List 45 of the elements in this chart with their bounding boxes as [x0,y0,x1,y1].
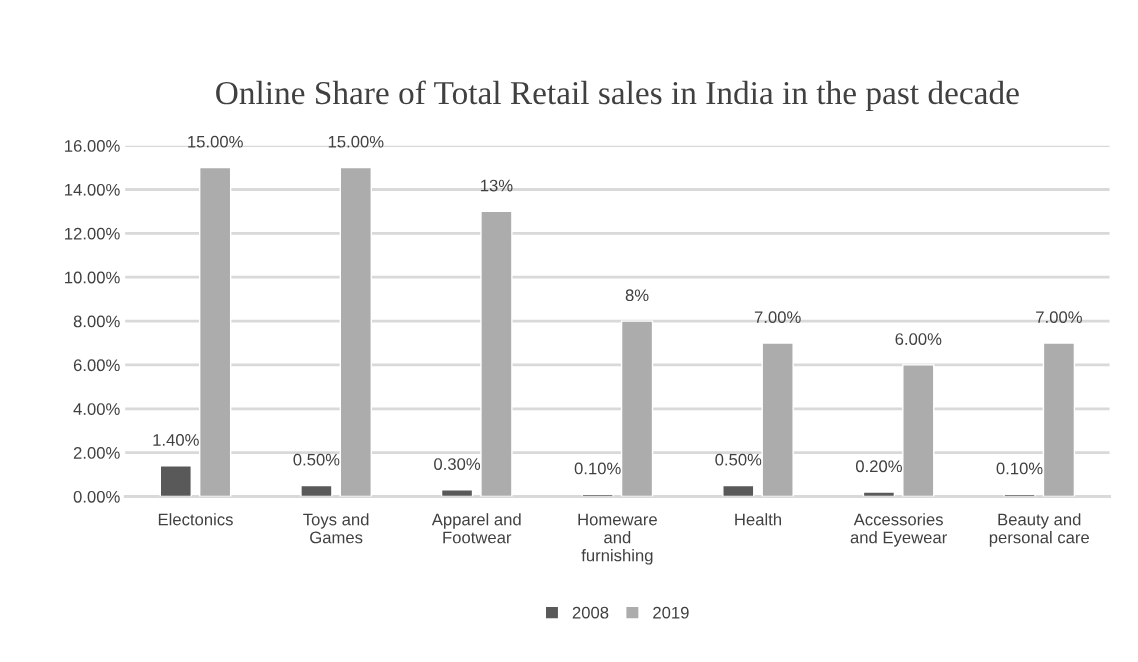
y-tick-label: 4.00% [73,403,120,415]
x-tick-label: Health [735,513,781,526]
x-tick-label: Beauty and personal care [989,513,1089,547]
data-label: 13% [481,179,513,192]
y-tick-label: 8.00% [73,315,120,328]
y-tick-label: 0.00% [73,490,120,503]
data-label: 0.10% [574,462,621,475]
bar [440,489,474,497]
data-label: 0.20% [855,460,902,473]
y-tick-label: 2.00% [73,447,120,459]
x-tick-label: Homeware and furnishing [578,513,657,565]
y-tick-label: 12.00% [65,227,120,240]
legend-label: 2008 [572,606,609,619]
legend-label: 2019 [653,606,689,619]
data-label: 7.00% [754,311,801,324]
bar [722,484,755,497]
x-tick-label: Toys and Games [303,513,369,544]
chart-title: Online Share of Total Retail sales in India in the past decade [216,80,1019,112]
data-label: 0.50% [715,453,762,466]
y-tick-label: 6.00% [73,359,120,372]
bar [480,210,513,497]
y-tick-label: 14.00% [65,183,120,196]
data-label: 0.50% [293,453,340,466]
data-label: 0.30% [434,458,481,470]
bar [862,491,896,497]
data-label: 8% [625,289,649,302]
x-tick-label: Accessories and Eyewear [850,513,947,547]
bar [159,465,192,497]
data-label: 15.00% [328,135,384,148]
x-tick-label: Apparel and Footwear [431,513,521,544]
data-label: 15.00% [188,135,243,148]
x-tick-label: Electonics [158,513,233,526]
data-label: 0.10% [996,462,1043,475]
data-label: 1.40% [153,434,199,446]
y-tick-label: 16.00% [65,140,120,152]
bar [902,364,935,497]
data-label: 6.00% [895,333,942,345]
y-tick-label: 10.00% [65,271,120,284]
bar [1042,342,1076,497]
bar [339,166,372,497]
bar [620,320,654,497]
bar [199,166,232,497]
bar [761,342,794,497]
bar [300,484,333,497]
data-label: 7.00% [1036,311,1082,324]
